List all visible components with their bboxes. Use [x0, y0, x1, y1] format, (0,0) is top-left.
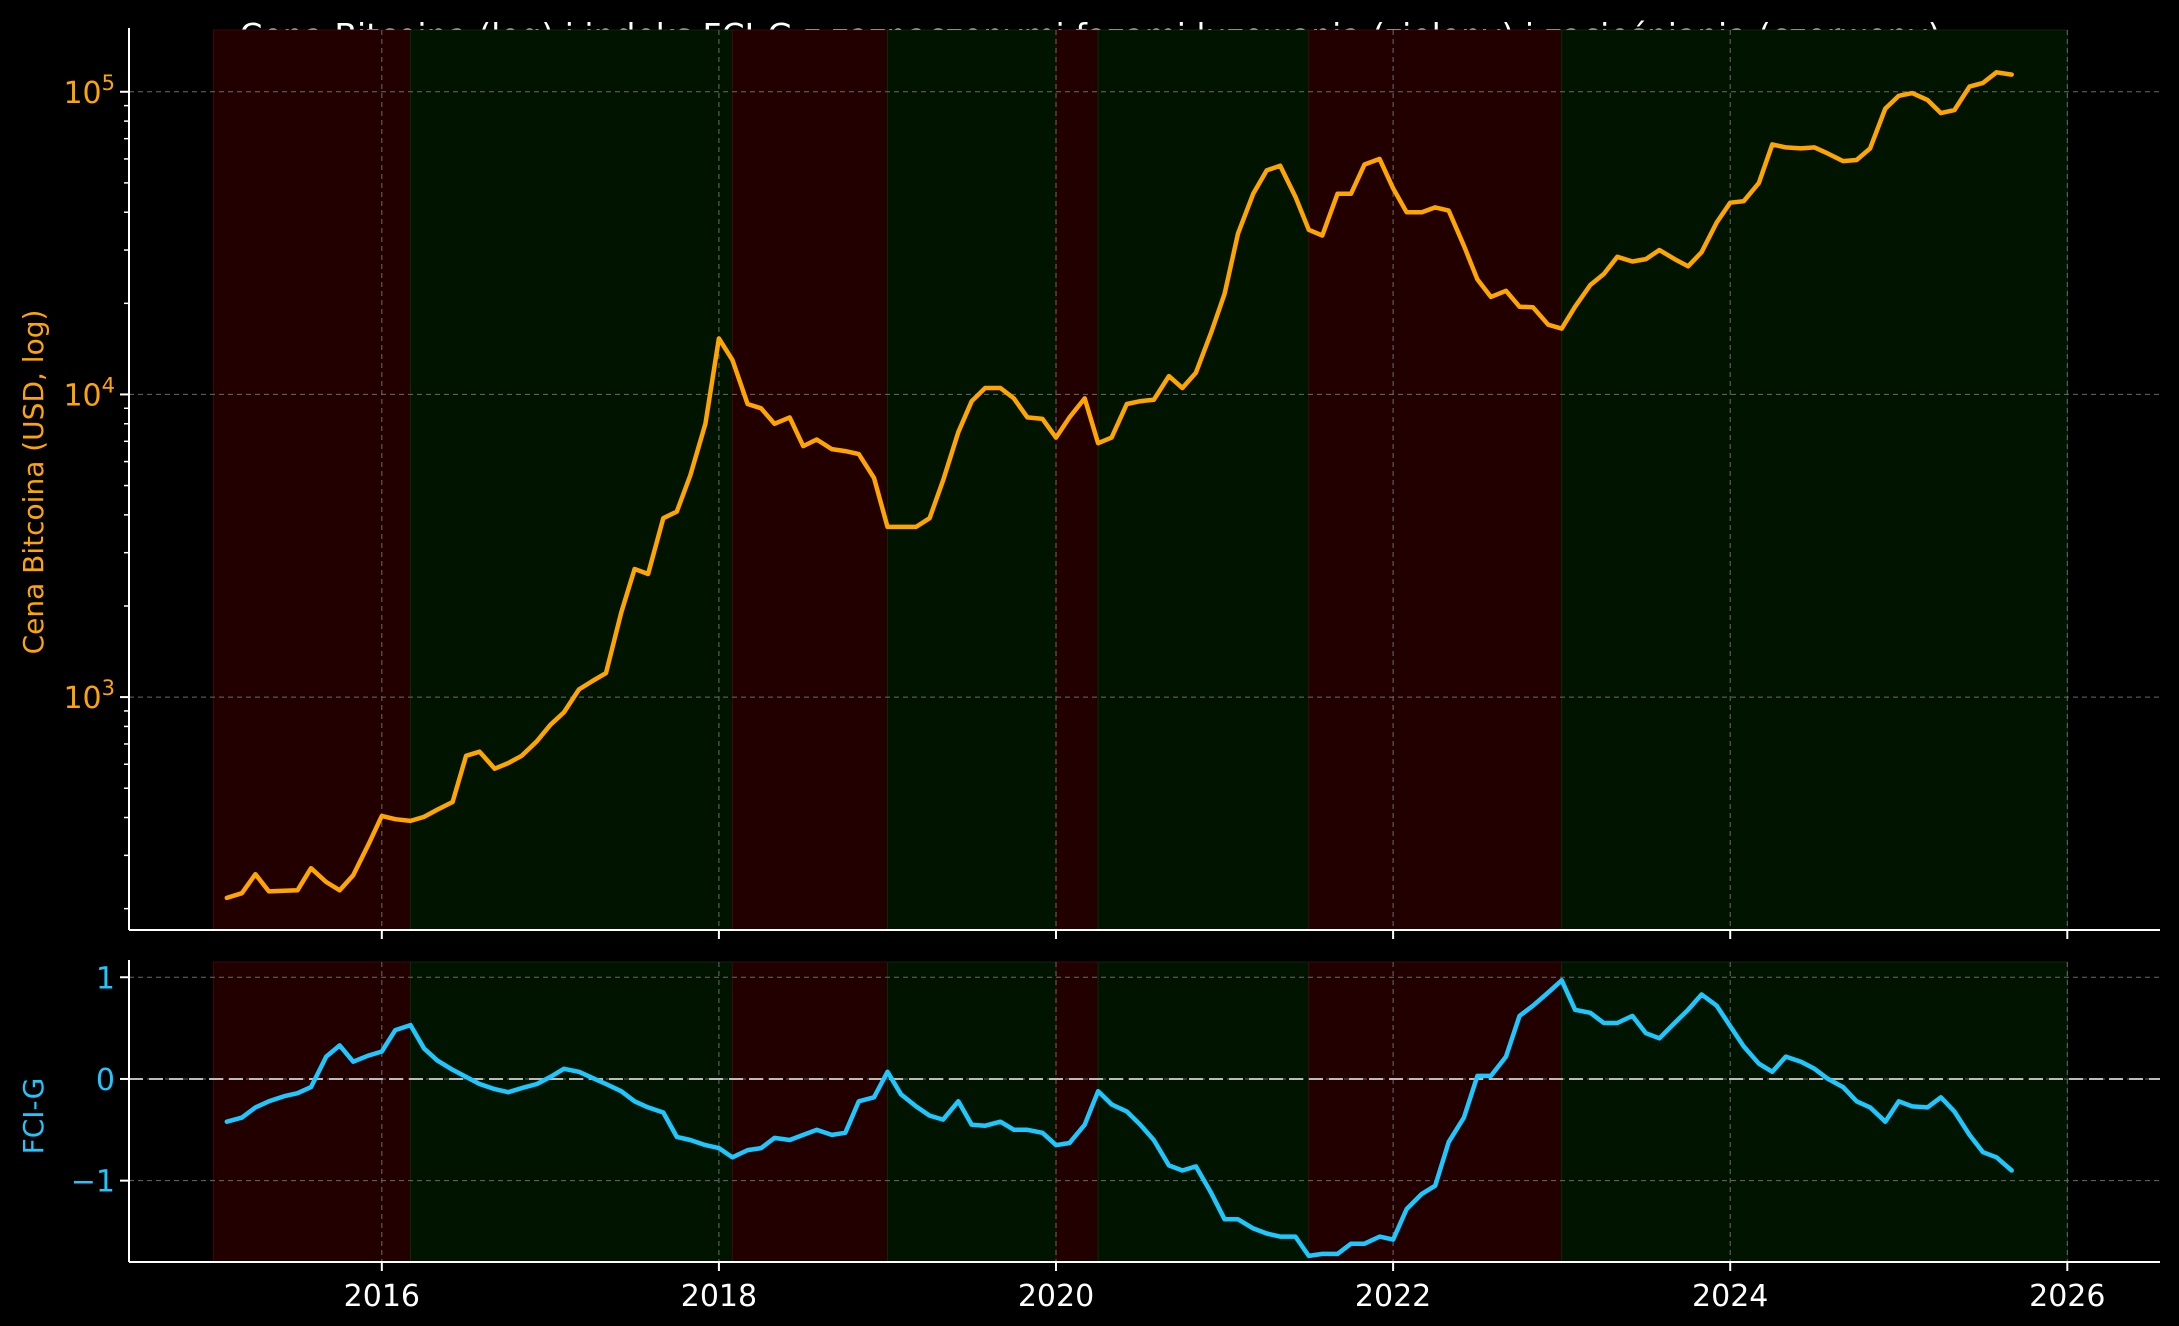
- x-tick-label: 2024: [1692, 1279, 1768, 1314]
- fci-panel: 2016 2018 2020 2022 2024 2026 1 0 −1: [71, 960, 2160, 1314]
- fci-y-tick-label: −1: [71, 1165, 115, 1200]
- x-tick-label: 2026: [2029, 1279, 2105, 1314]
- x-tick-label: 2018: [681, 1279, 757, 1314]
- price-y-tick-label: 103: [63, 676, 115, 716]
- fci-phase-tightening: [212, 961, 411, 1263]
- x-tick-label: 2022: [1355, 1279, 1431, 1314]
- price-phase-tightening: [731, 29, 888, 931]
- fci-y-tick-label: 0: [96, 1063, 115, 1098]
- fci-phase-easing: [1097, 961, 1310, 1263]
- x-tick-label: 2016: [344, 1279, 420, 1314]
- price-phase-easing: [1097, 29, 1310, 931]
- price-phase-tightening: [1055, 29, 1099, 931]
- price-series-line: [224, 70, 2014, 901]
- price-y-axis-label: Cena Bitcoina (USD, log): [17, 310, 50, 655]
- price-y-tick-label: 105: [63, 71, 115, 111]
- price-phase-easing: [409, 29, 733, 931]
- price-phase-easing: [886, 29, 1057, 931]
- x-tick-label: 2020: [1018, 1279, 1094, 1314]
- price-phase-tightening: [1308, 29, 1563, 931]
- price-panel: 103 104 105: [63, 28, 2160, 939]
- price-phase-tightening: [212, 29, 411, 931]
- fci-phase-tightening: [731, 961, 888, 1263]
- price-y-tick-label: 104: [63, 373, 115, 413]
- fci-y-axis-label: FCI-G: [17, 1078, 50, 1155]
- fci-phase-tightening: [1308, 961, 1563, 1263]
- fci-series-line: [224, 978, 2014, 1259]
- fci-phase-easing: [1561, 961, 2068, 1263]
- fci-phase-easing: [409, 961, 733, 1263]
- fci-phase-easing: [886, 961, 1057, 1263]
- fci-y-tick-label: 1: [96, 961, 115, 996]
- price-phase-easing: [1561, 29, 2068, 931]
